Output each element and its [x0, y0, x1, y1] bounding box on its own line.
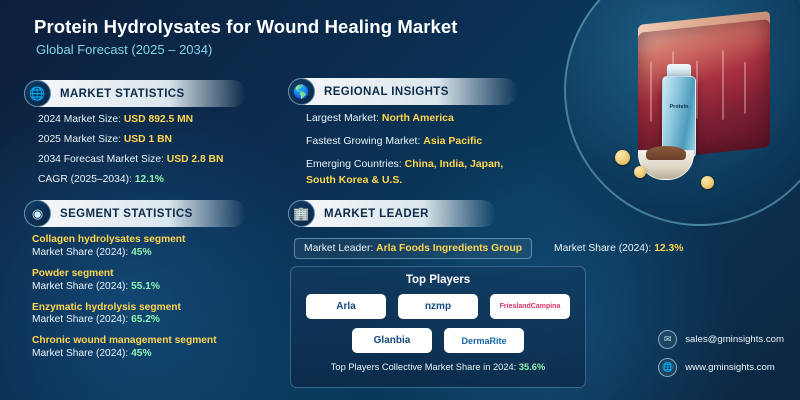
supplement-pill-icon: [701, 176, 714, 189]
top-players-title: Top Players: [405, 274, 471, 286]
segment-name: Powder segment: [32, 267, 114, 279]
stat-value: USD 1 BN: [123, 134, 172, 145]
powder-heap: [646, 146, 686, 160]
bottle-label: Protein: [669, 104, 689, 110]
segment-name: Collagen hydrolysates segment: [32, 234, 186, 245]
segment-item: Powder segment Market Share (2024): 55.1…: [32, 268, 217, 292]
contact-email[interactable]: sales@gminsights.com: [685, 334, 784, 345]
regional-label: Emerging Countries:: [306, 158, 402, 170]
regional-row: Largest Market: North America: [306, 112, 503, 124]
contact-website-row[interactable]: 🌐 www.gminsights.com: [658, 358, 784, 377]
top-players-footer-label: Top Players Collective Market Share in 2…: [330, 362, 517, 372]
target-icon: ◉: [24, 200, 51, 227]
stat-row: 2034 Forecast Market Size: USD 2.8 BN: [38, 154, 223, 165]
top-players-grid: Arla nzmp FrieslandCampina Glanbia Derma…: [291, 286, 585, 353]
top-players-footer: Top Players Collective Market Share in 2…: [291, 362, 585, 372]
section-header-regional-insights: 🌎 REGIONAL INSIGHTS: [288, 78, 518, 105]
globe-icon: 🌎: [288, 78, 315, 105]
supplement-pill-icon: [615, 150, 630, 165]
page-title: Protein Hydrolysates for Wound Healing M…: [34, 16, 458, 37]
player-logo-arla[interactable]: Arla: [306, 294, 386, 319]
regional-label: Fastest Growing Market:: [306, 135, 421, 147]
segment-share-value: 65.2%: [131, 314, 160, 326]
segment-share: Market Share (2024): 45%: [32, 247, 217, 258]
segment-share: Market Share (2024): 65.2%: [32, 314, 217, 325]
market-leader-share: Market Share (2024): 12.3%: [554, 243, 683, 254]
segment-share-value: 45%: [131, 348, 152, 359]
page-subtitle: Global Forecast (2025 – 2034): [36, 42, 213, 57]
segment-name: Enzymatic hydrolysis segment: [32, 301, 181, 313]
top-players-footer-value: 35.6%: [518, 362, 546, 372]
segment-statistics-list: Collagen hydrolysates segment Market Sha…: [32, 234, 217, 369]
regional-row: Emerging Countries: China, India, Japan,: [306, 158, 503, 170]
segment-share: Market Share (2024): 55.1%: [32, 281, 217, 292]
contact-block: ✉ sales@gminsights.com 🌐 www.gminsights.…: [658, 330, 784, 386]
segment-share-value: 45%: [131, 246, 152, 258]
section-label-market-leader: MARKET LEADER: [324, 207, 429, 220]
segment-share-label: Market Share (2024):: [32, 246, 129, 258]
regional-value: South Korea & U.S.: [306, 174, 403, 186]
market-leader-name: Arla Foods Ingredients Group: [376, 243, 523, 254]
contact-website[interactable]: www.gminsights.com: [685, 362, 775, 373]
envelope-icon: ✉: [658, 330, 678, 349]
section-label-segment-statistics: SEGMENT STATISTICS: [60, 207, 193, 220]
regional-label: Largest Market:: [306, 112, 379, 124]
stat-row: 2025 Market Size: USD 1 BN: [38, 134, 223, 145]
stat-label: 2025 Market Size:: [38, 134, 121, 145]
player-logo-nzmp[interactable]: nzmp: [398, 294, 478, 319]
segment-name: Chronic wound management segment: [32, 335, 217, 347]
regional-value: China, India, Japan,: [404, 158, 504, 170]
market-leader-share-value: 12.3%: [654, 243, 684, 254]
contact-email-row[interactable]: ✉ sales@gminsights.com: [658, 330, 784, 349]
market-leader-label: Market Leader:: [304, 243, 374, 254]
market-leader-box: Market Leader: Arla Foods Ingredients Gr…: [294, 238, 533, 259]
globe-grid-icon: 🌐: [24, 80, 51, 107]
regional-value: North America: [381, 112, 454, 124]
segment-share-label: Market Share (2024):: [32, 280, 129, 292]
supplement-pill-icon: [634, 166, 646, 178]
regional-row: Fastest Growing Market: Asia Pacific: [306, 135, 503, 147]
stat-value: USD 2.8 BN: [166, 154, 224, 165]
regional-row: South Korea & U.S.: [306, 174, 503, 186]
segment-share-label: Market Share (2024):: [32, 348, 129, 359]
top-players-panel: Top Players Arla nzmp FrieslandCampina G…: [290, 266, 586, 388]
player-logo-dermarite[interactable]: DermaRite: [444, 328, 524, 353]
segment-share: Market Share (2024): 45%: [32, 348, 217, 359]
stat-label: 2024 Market Size:: [38, 114, 121, 125]
building-icon: 🏢: [288, 200, 315, 227]
section-label-regional-insights: REGIONAL INSIGHTS: [324, 85, 449, 98]
segment-item: Chronic wound management segment Market …: [32, 335, 217, 359]
section-header-market-statistics: 🌐 MARKET STATISTICS: [24, 80, 246, 107]
stat-label: CAGR (2025–2034):: [38, 174, 132, 185]
globe-icon: 🌐: [658, 358, 678, 377]
stat-value: USD 892.5 MN: [123, 114, 194, 125]
segment-share-label: Market Share (2024):: [32, 314, 129, 326]
market-leader-row: Market Leader: Arla Foods Ingredients Gr…: [294, 238, 683, 259]
segment-item: Enzymatic hydrolysis segment Market Shar…: [32, 302, 217, 326]
market-leader-share-label: Market Share (2024):: [554, 243, 652, 254]
stat-row: 2024 Market Size: USD 892.5 MN: [38, 114, 223, 125]
product-illustration: Protein: [546, 0, 800, 230]
regional-value: Asia Pacific: [423, 135, 483, 147]
section-header-market-leader: 🏢 MARKET LEADER: [288, 200, 496, 227]
player-logo-frieslandcampina[interactable]: FrieslandCampina: [490, 294, 570, 319]
segment-item: Collagen hydrolysates segment Market Sha…: [32, 234, 217, 258]
stat-label: 2034 Forecast Market Size:: [38, 154, 164, 165]
player-logo-glanbia[interactable]: Glanbia: [352, 328, 432, 353]
regional-insights-list: Largest Market: North America Fastest Gr…: [306, 112, 503, 197]
stat-value: 12.1%: [134, 174, 164, 185]
market-statistics-list: 2024 Market Size: USD 892.5 MN 2025 Mark…: [38, 114, 223, 194]
skin-tissue-block: [638, 19, 770, 161]
section-header-segment-statistics: ◉ SEGMENT STATISTICS: [24, 200, 246, 227]
section-label-market-statistics: MARKET STATISTICS: [60, 87, 185, 100]
segment-share-value: 55.1%: [131, 280, 160, 292]
stat-row: CAGR (2025–2034): 12.1%: [38, 174, 223, 185]
